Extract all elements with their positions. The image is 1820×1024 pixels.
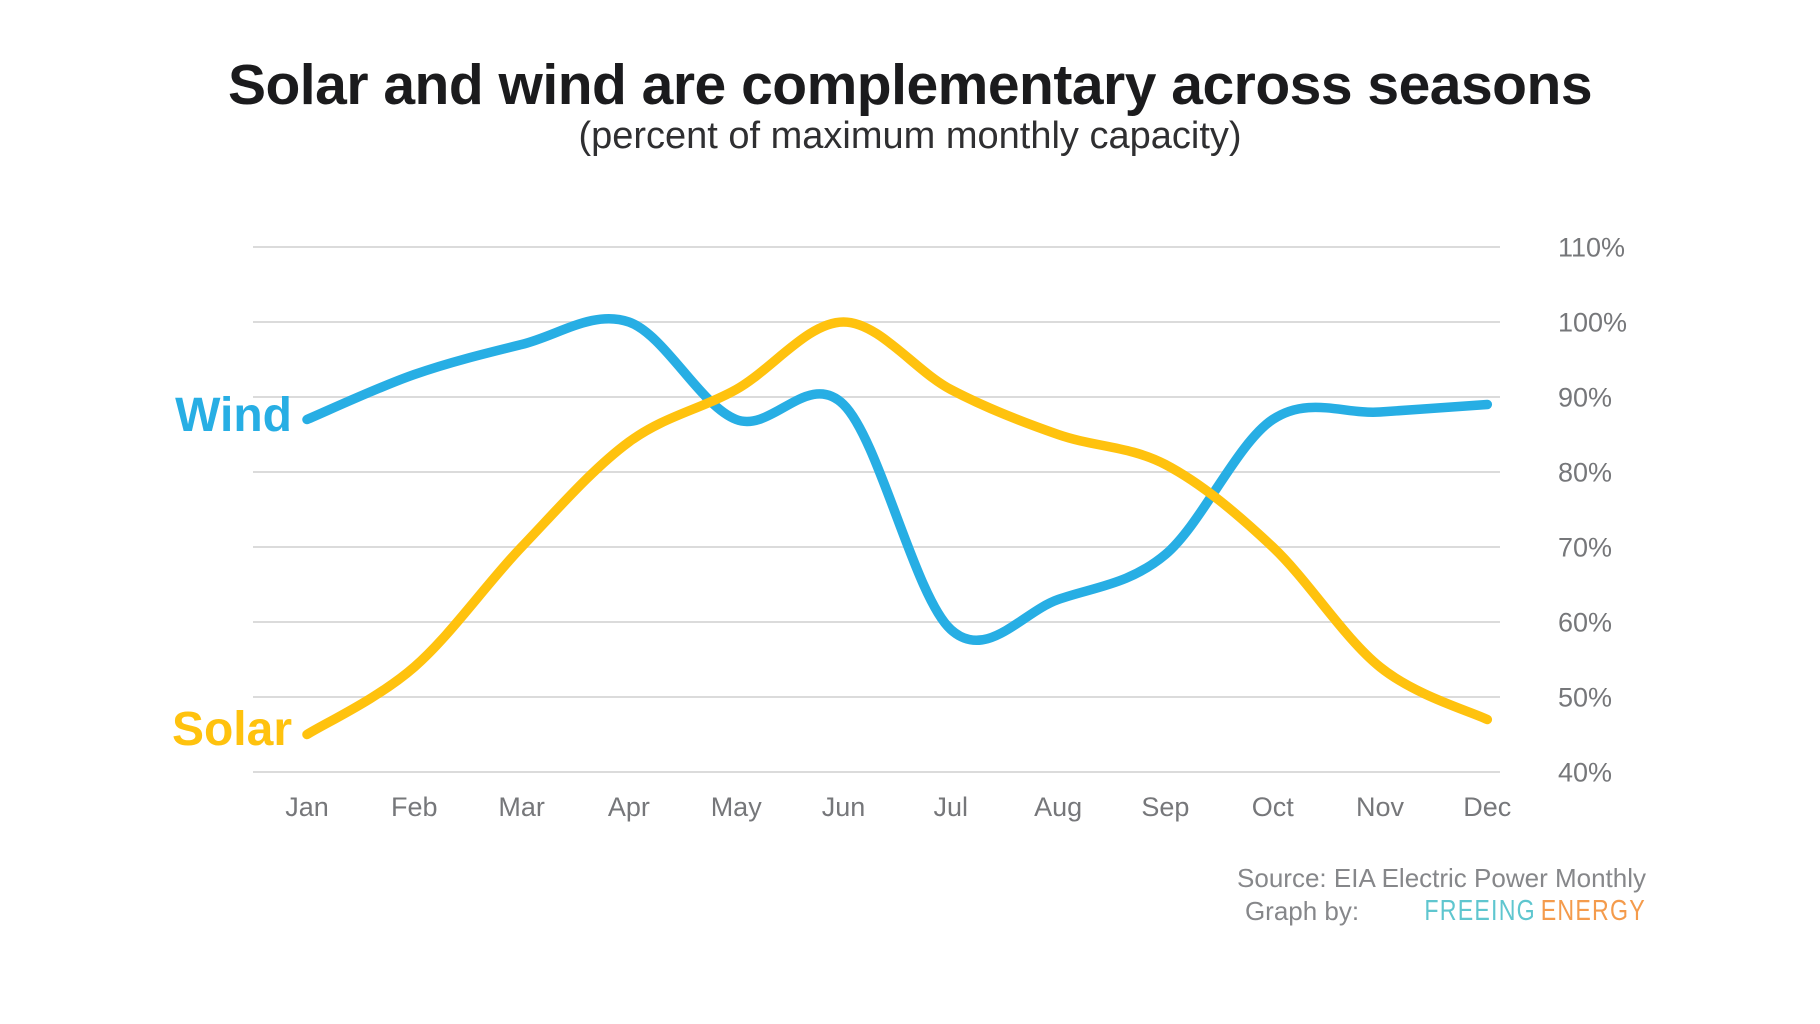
chart-title: Solar and wind are complementary across …: [227, 53, 1593, 117]
x-tick-label: Nov: [1356, 792, 1405, 822]
y-tick-label: 100%: [1558, 307, 1627, 337]
x-tick-label: Oct: [1252, 792, 1295, 822]
chart-subtitle: (percent of maximum monthly capacity): [578, 115, 1242, 157]
solar-series-label: Solar: [171, 703, 292, 756]
x-tick-label: Aug: [1034, 792, 1082, 822]
y-tick-label: 90%: [1558, 382, 1612, 412]
x-tick-label: Sep: [1141, 792, 1189, 822]
y-tick-label: 40%: [1558, 757, 1612, 787]
y-tick-label: 110%: [1558, 232, 1625, 262]
wind-line: [302, 313, 1493, 646]
x-tick-label: Jul: [934, 792, 969, 822]
wind-series-label: Wind: [175, 389, 292, 442]
x-tick-label: Dec: [1463, 792, 1511, 822]
source-credit: Source: EIA Electric Power Monthly: [1237, 863, 1646, 893]
y-tick-label: 50%: [1558, 682, 1612, 712]
y-tick-label: 80%: [1558, 457, 1612, 487]
graph-by-label: Graph by:: [1244, 896, 1360, 926]
x-tick-label: May: [711, 792, 763, 822]
brand-word-energy: ENERGY: [1540, 895, 1646, 927]
solar-line: [302, 317, 1493, 740]
x-tick-label: Apr: [608, 792, 650, 822]
freeing-energy-logo: FREEING ENERGY: [1424, 895, 1646, 928]
footer: Source: EIA Electric Power Monthly Graph…: [1237, 862, 1646, 928]
x-tick-label: Jan: [285, 792, 329, 822]
y-tick-label: 60%: [1558, 607, 1612, 637]
x-tick-label: Jun: [822, 792, 866, 822]
x-tick-label: Mar: [498, 792, 545, 822]
y-tick-label: 70%: [1558, 532, 1612, 562]
x-tick-label: Feb: [391, 792, 438, 822]
graph-by-row: Graph by: FREEING ENERGY: [1237, 895, 1646, 928]
brand-word-freeing: FREEING: [1424, 895, 1537, 927]
